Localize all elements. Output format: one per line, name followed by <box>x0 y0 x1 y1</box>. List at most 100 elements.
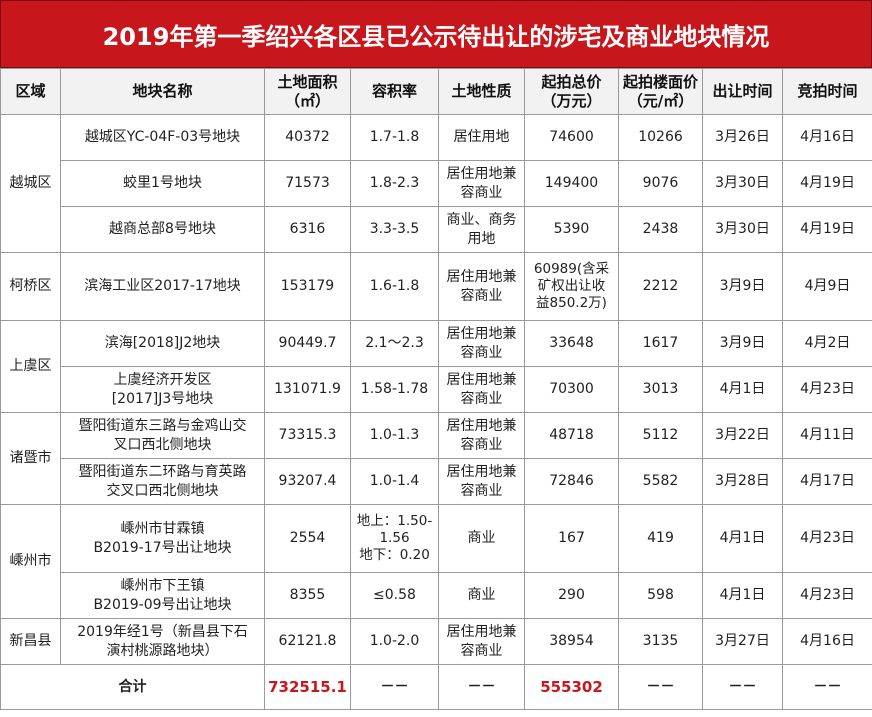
starting-price-cell: 74600 <box>524 114 619 161</box>
district-cell: 嵊州市 <box>0 504 61 619</box>
land-parcel-table: 区域 地块名称 土地面积 （㎡） 容积率 土地性质 起拍总价 （万元） 起拍楼面价（… <box>0 68 872 710</box>
header-land-nature: 土地性质 <box>438 68 525 115</box>
land-area-cell: 93207.4 <box>264 458 351 505</box>
auction-date-cell: 4月17日 <box>782 458 872 505</box>
auction-date-cell: 4月2日 <box>782 320 872 367</box>
total-floor-price: －－ <box>618 664 703 710</box>
total-sale-date: －－ <box>702 664 783 710</box>
sale-date-cell: 3月9日 <box>702 252 783 321</box>
sale-date-cell: 3月9日 <box>702 320 783 367</box>
floor-price-cell: 419 <box>618 504 703 573</box>
parcel-name-cell: 嵊州市下王镇 B2019-09号出让地块 <box>60 572 265 619</box>
header-row: 区域 地块名称 土地面积 （㎡） 容积率 土地性质 起拍总价 （万元） 起拍楼面价（… <box>0 68 872 115</box>
district-cell: 诸暨市 <box>0 412 61 505</box>
table-row: 诸暨市 暨阳街道东三路与金鸡山交 叉口西北侧地块 73315.3 1.0-1.3 居住用地… <box>0 412 872 505</box>
total-plot-ratio: －－ <box>350 664 439 710</box>
land-nature-cell: 居住用地兼 容商业 <box>438 320 525 367</box>
sale-date-cell: 3月22日 <box>702 412 783 459</box>
parcel-name-cell: 暨阳街道东三路与金鸡山交 叉口西北侧地块 <box>60 412 265 459</box>
table-row: 越城区 越城区YC-04F-03号地块 40372 1.7-1.8 居住用地 74600 1… <box>0 114 872 253</box>
land-nature-cell: 居住用地兼 容商业 <box>438 412 525 459</box>
table-row: 蛟里1号地块 71573 1.8-2.3 居住用地兼 容商业 149400 9076 3月30… <box>1 160 872 207</box>
table-body: 越城区 越城区YC-04F-03号地块 40372 1.7-1.8 居住用地 74600 1… <box>0 114 872 665</box>
auction-date-cell: 4月23日 <box>782 366 872 413</box>
parcel-name-cell: 2019年经1号（新昌县下石 演村桃源路地块） <box>60 618 265 665</box>
floor-price-cell: 9076 <box>618 160 703 207</box>
district-cell: 柯桥区 <box>0 252 61 321</box>
table-row: 新昌县 2019年经1号（新昌县下石 演村桃源路地块） 62121.8 1.0-2.0 居… <box>0 618 872 665</box>
parcel-name-cell: 越城区YC-04F-03号地块 <box>60 114 265 161</box>
land-nature-cell: 居住用地兼 容商业 <box>438 366 525 413</box>
table-row: 柯桥区 滨海工业区2017-17地块 153179 1.6-1.8 居住用地兼 容商业 60… <box>0 252 872 321</box>
starting-price-cell: 60989(含采 矿权出让收 益850.2万) <box>524 252 619 321</box>
sale-date-cell: 4月1日 <box>702 572 783 619</box>
parcel-name-cell: 上虞经济开发区 [2017]J3号地块 <box>60 366 265 413</box>
land-nature-cell: 居住用地兼 容商业 <box>438 160 525 207</box>
table-row: 嵊州市 嵊州市甘霖镇 B2019-17号出让地块 2554 地上：1.50- 1.56 地下… <box>0 504 872 619</box>
land-nature-cell: 居住用地兼 容商业 <box>438 458 525 505</box>
sale-date-cell: 3月30日 <box>702 160 783 207</box>
plot-ratio-cell: 1.6-1.8 <box>350 252 439 321</box>
district-cell: 新昌县 <box>0 618 61 665</box>
land-area-cell: 8355 <box>264 572 351 619</box>
header-sale-date: 出让时间 <box>702 68 783 115</box>
floor-price-cell: 1617 <box>618 320 703 367</box>
plot-ratio-cell: 1.0-1.4 <box>350 458 439 505</box>
total-land-nature: －－ <box>438 664 525 710</box>
auction-date-cell: 4月11日 <box>782 412 872 459</box>
land-area-cell: 73315.3 <box>264 412 351 459</box>
parcel-name-cell: 蛟里1号地块 <box>60 160 265 207</box>
land-area-cell: 2554 <box>264 504 351 573</box>
floor-price-cell: 598 <box>618 572 703 619</box>
starting-price-cell: 33648 <box>524 320 619 367</box>
sale-date-cell: 3月30日 <box>702 206 783 253</box>
floor-price-cell: 2212 <box>618 252 703 321</box>
sale-date-cell: 4月1日 <box>702 504 783 573</box>
header-land-area: 土地面积 （㎡） <box>264 68 351 115</box>
land-nature-cell: 居住用地 <box>438 114 525 161</box>
auction-date-cell: 4月16日 <box>782 618 872 665</box>
land-area-cell: 6316 <box>264 206 351 253</box>
auction-date-cell: 4月19日 <box>782 206 872 253</box>
parcel-name-cell: 滨海[2018]J2地块 <box>60 320 265 367</box>
starting-price-cell: 149400 <box>524 160 619 207</box>
plot-ratio-cell: 1.0-2.0 <box>350 618 439 665</box>
parcel-name-cell: 越商总部8号地块 <box>60 206 265 253</box>
land-area-cell: 153179 <box>264 252 351 321</box>
floor-price-cell: 10266 <box>618 114 703 161</box>
parcel-name-cell: 滨海工业区2017-17地块 <box>60 252 265 321</box>
starting-price-cell: 290 <box>524 572 619 619</box>
table-title: 2019年第一季绍兴各区县已公示待出让的涉宅及商业地块情况 <box>0 0 872 68</box>
land-nature-cell: 商业 <box>438 504 525 573</box>
land-nature-cell: 居住用地兼 容商业 <box>438 618 525 665</box>
total-auction-date: －－ <box>782 664 872 710</box>
plot-ratio-cell: 2.1～2.3 <box>350 320 439 367</box>
header-starting-total-price: 起拍总价 （万元） <box>524 68 619 115</box>
table-row: 越商总部8号地块 6316 3.3-3.5 商业、商务 用地 5390 2438 3月30日 4… <box>1 206 872 253</box>
header-district: 区域 <box>0 68 61 115</box>
land-nature-cell: 商业 <box>438 572 525 619</box>
sale-date-cell: 3月28日 <box>702 458 783 505</box>
floor-price-cell: 2438 <box>618 206 703 253</box>
plot-ratio-cell: ≤0.58 <box>350 572 439 619</box>
header-auction-date: 竞拍时间 <box>782 68 872 115</box>
starting-price-cell: 5390 <box>524 206 619 253</box>
district-cell: 上虞区 <box>0 320 61 413</box>
starting-price-cell: 72846 <box>524 458 619 505</box>
auction-date-cell: 4月23日 <box>782 572 872 619</box>
parcel-name-cell: 暨阳街道东二环路与育英路 交叉口西北侧地块 <box>60 458 265 505</box>
total-label: 合计 <box>0 664 265 710</box>
land-area-cell: 71573 <box>264 160 351 207</box>
parcel-name-cell: 嵊州市甘霖镇 B2019-17号出让地块 <box>60 504 265 573</box>
header-parcel-name: 地块名称 <box>60 68 265 115</box>
total-area: 732515.1 <box>264 664 351 710</box>
land-nature-cell: 居住用地兼 容商业 <box>438 252 525 321</box>
table-row: 上虞经济开发区 [2017]J3号地块 131071.9 1.58-1.78 居住用地兼… <box>1 366 872 413</box>
land-area-cell: 62121.8 <box>264 618 351 665</box>
plot-ratio-cell: 1.8-2.3 <box>350 160 439 207</box>
total-price: 555302 <box>524 664 619 710</box>
starting-price-cell: 38954 <box>524 618 619 665</box>
sale-date-cell: 3月26日 <box>702 114 783 161</box>
header-starting-floor-price: 起拍楼面价 （元/㎡） <box>618 68 703 115</box>
